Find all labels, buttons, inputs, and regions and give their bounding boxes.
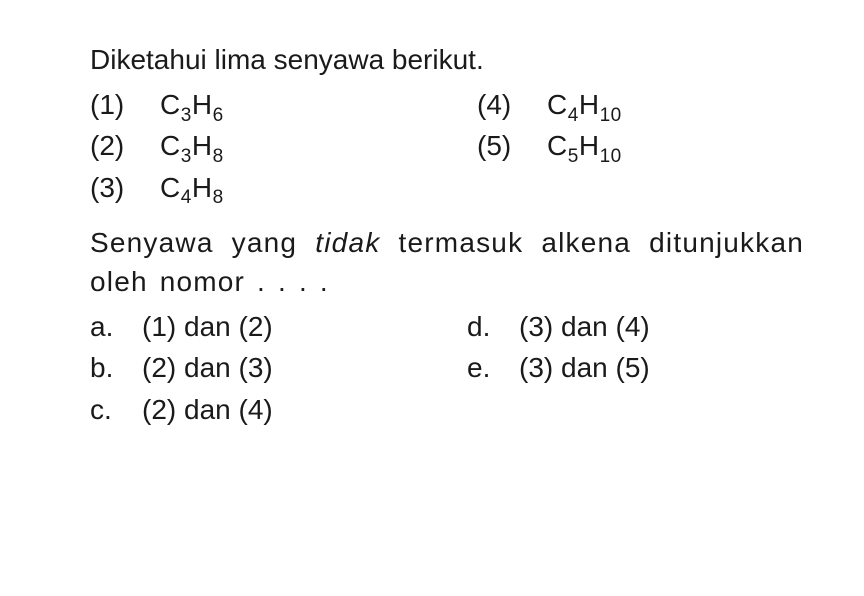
compound-number: (2) (90, 126, 142, 165)
question-container: Diketahui lima senyawa berikut. (1) C3H6… (0, 0, 864, 471)
compounds-right-col: (4) C4H10 (5) C5H10 (477, 85, 804, 209)
compound-item: (4) C4H10 (477, 85, 804, 124)
compound-formula: C3H6 (160, 85, 224, 124)
option-letter: c. (90, 390, 142, 429)
options-grid: a. (1) dan (2) b. (2) dan (3) c. (2) dan… (90, 307, 804, 431)
compound-number: (3) (90, 168, 142, 207)
option-item: e. (3) dan (5) (467, 348, 804, 387)
option-letter: e. (467, 348, 519, 387)
compound-item: (3) C4H8 (90, 168, 417, 207)
compound-item: (1) C3H6 (90, 85, 417, 124)
compound-item: (2) C3H8 (90, 126, 417, 165)
option-text: (3) dan (4) (519, 307, 650, 346)
question-text: Senyawa yang tidak termasuk alkena ditun… (90, 223, 804, 301)
compound-formula: C4H8 (160, 168, 224, 207)
compound-formula: C4H10 (547, 85, 622, 124)
option-text: (2) dan (3) (142, 348, 273, 387)
option-letter: a. (90, 307, 142, 346)
compound-number: (4) (477, 85, 529, 124)
compound-formula: C5H10 (547, 126, 622, 165)
option-text: (3) dan (5) (519, 348, 650, 387)
option-letter: d. (467, 307, 519, 346)
option-letter: b. (90, 348, 142, 387)
compounds-left-col: (1) C3H6 (2) C3H8 (3) C4H8 (90, 85, 417, 209)
question-italic: tidak (315, 227, 380, 258)
intro-text: Diketahui lima senyawa berikut. (90, 40, 804, 79)
option-item: d. (3) dan (4) (467, 307, 804, 346)
option-text: (1) dan (2) (142, 307, 273, 346)
compound-number: (5) (477, 126, 529, 165)
option-item: c. (2) dan (4) (90, 390, 427, 429)
compound-number: (1) (90, 85, 142, 124)
options-right-col: d. (3) dan (4) e. (3) dan (5) (467, 307, 804, 431)
compound-item: (5) C5H10 (477, 126, 804, 165)
compounds-grid: (1) C3H6 (2) C3H8 (3) C4H8 (4) C4H10 (5)… (90, 85, 804, 209)
option-text: (2) dan (4) (142, 390, 273, 429)
option-item: a. (1) dan (2) (90, 307, 427, 346)
compound-formula: C3H8 (160, 126, 224, 165)
option-item: b. (2) dan (3) (90, 348, 427, 387)
options-left-col: a. (1) dan (2) b. (2) dan (3) c. (2) dan… (90, 307, 427, 431)
